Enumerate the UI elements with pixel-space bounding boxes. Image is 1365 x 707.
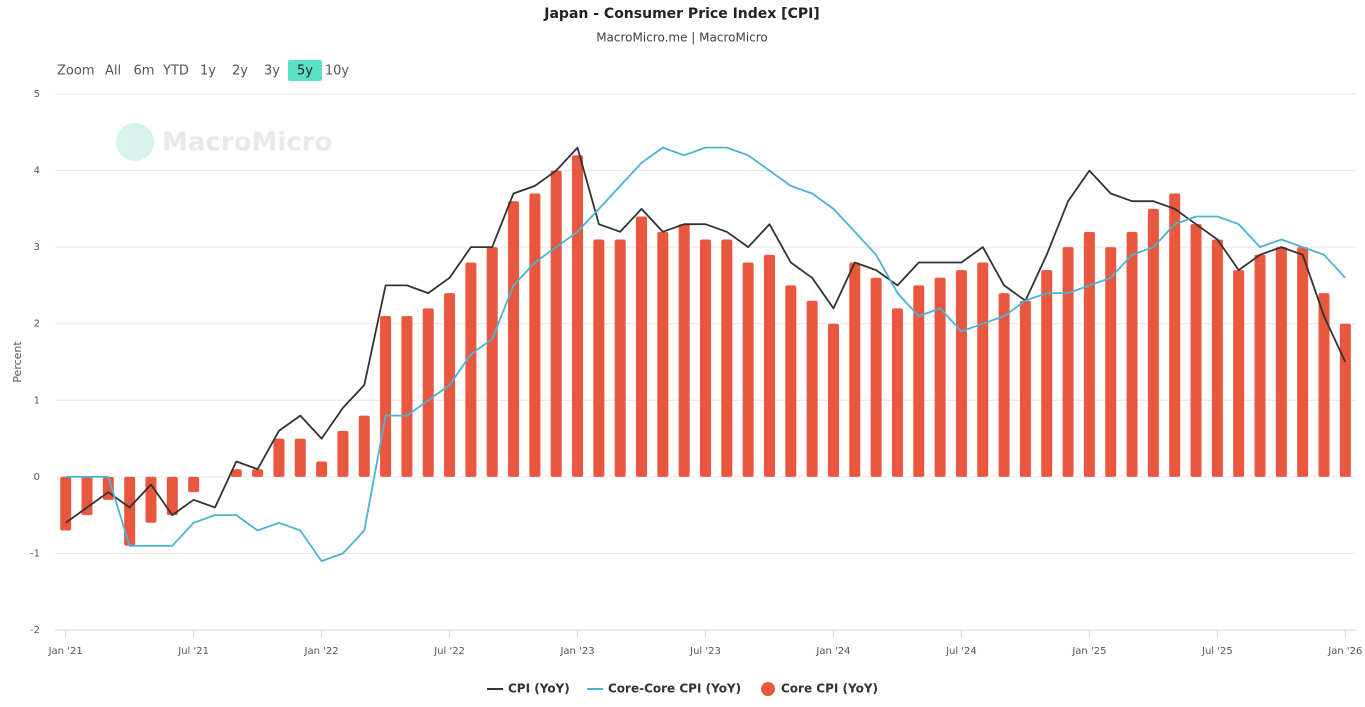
range-button[interactable]: 2y [232, 64, 248, 79]
bar [572, 155, 584, 477]
bar [252, 469, 264, 477]
bar [1297, 247, 1309, 477]
y-axis-label: Percent [11, 341, 24, 383]
y-tick-label: 0 [34, 472, 40, 483]
bar [230, 469, 242, 477]
watermark-text: MacroMicro [162, 128, 332, 158]
bar [1019, 300, 1031, 477]
x-tick-label: Jan '25 [1071, 646, 1106, 657]
x-tick-label: Jan '26 [1327, 646, 1362, 657]
bar [1318, 293, 1330, 477]
y-tick-label: 3 [34, 242, 40, 253]
bar [700, 239, 711, 477]
bar [358, 415, 370, 477]
bar [316, 461, 328, 477]
bar [785, 285, 797, 477]
bar [60, 476, 72, 531]
bar [742, 262, 754, 477]
bar [422, 308, 434, 477]
line [65, 146, 1346, 562]
chart-title: Japan - Consumer Price Index [CPI] [543, 6, 819, 22]
bar [721, 239, 733, 477]
bar [294, 438, 306, 477]
range-button[interactable]: All [105, 64, 121, 79]
y-tick-label: 1 [34, 395, 40, 406]
y-tick-label: -1 [30, 548, 40, 559]
bar [763, 254, 775, 477]
legend-label: Core-Core CPI (YoY) [608, 682, 741, 696]
bar [1147, 208, 1159, 477]
x-tick-label: Jul '24 [945, 646, 977, 657]
x-tick-label: Jul '23 [689, 646, 721, 657]
bar [913, 285, 925, 477]
bar [934, 277, 946, 477]
bar [955, 270, 967, 477]
bar [806, 300, 818, 477]
bar [849, 262, 861, 477]
bar [380, 316, 392, 477]
zoom-label: Zoom [57, 64, 94, 79]
chart-subtitle: MacroMicro.me | MacroMicro [596, 31, 768, 45]
y-tick-label: 2 [34, 319, 40, 330]
bar [891, 308, 903, 477]
bar [529, 193, 541, 477]
bar [827, 323, 839, 477]
bar [1105, 247, 1117, 477]
range-button[interactable]: 1y [200, 64, 216, 79]
range-button[interactable]: 10y [325, 64, 350, 79]
watermark-logo [116, 123, 154, 161]
range-button[interactable]: 3y [264, 64, 280, 79]
bar [1233, 270, 1245, 477]
bar [166, 476, 178, 516]
legend-label: CPI (YoY) [508, 682, 570, 696]
y-tick-label: -2 [30, 625, 40, 636]
bar [1339, 323, 1351, 477]
x-tick-label: Jul '22 [433, 646, 465, 657]
range-button[interactable]: YTD [162, 64, 189, 79]
bar [337, 430, 349, 477]
bar [1254, 254, 1266, 477]
bar [401, 316, 413, 477]
x-tick-label: Jan '21 [48, 646, 83, 657]
bar [1211, 239, 1223, 477]
y-tick-label: 5 [34, 89, 40, 100]
bar [1169, 193, 1181, 477]
bar [465, 262, 477, 477]
bar [678, 224, 690, 477]
bar [188, 476, 200, 493]
bar [508, 201, 520, 477]
x-tick-label: Jan '22 [304, 646, 339, 657]
bar [636, 216, 648, 477]
bar [1041, 270, 1053, 477]
bar [977, 262, 989, 477]
bar [1275, 247, 1287, 477]
bar [550, 170, 562, 477]
bar [1190, 224, 1202, 477]
bar [124, 476, 136, 546]
bar [1083, 231, 1095, 477]
legend-label: Core CPI (YoY) [781, 682, 878, 696]
x-tick-label: Jan '24 [815, 646, 850, 657]
range-button[interactable]: 5y [297, 64, 313, 79]
x-tick-label: Jul '21 [177, 646, 209, 657]
bar [998, 293, 1010, 477]
range-button-bg[interactable] [288, 60, 322, 81]
bar [1062, 247, 1074, 477]
bar [273, 438, 285, 477]
bar [657, 231, 669, 477]
bar [486, 247, 498, 477]
watermark: MacroMicro [116, 123, 332, 161]
x-tick-label: Jan '23 [559, 646, 594, 657]
y-tick-label: 4 [34, 166, 40, 177]
line [65, 146, 1347, 524]
range-button[interactable]: 6m [134, 64, 155, 79]
x-tick-label: Jul '25 [1201, 646, 1233, 657]
bar [870, 277, 882, 477]
bar [1126, 231, 1138, 477]
bar [614, 239, 626, 477]
bar [593, 239, 605, 477]
legend-swatch [761, 682, 775, 696]
